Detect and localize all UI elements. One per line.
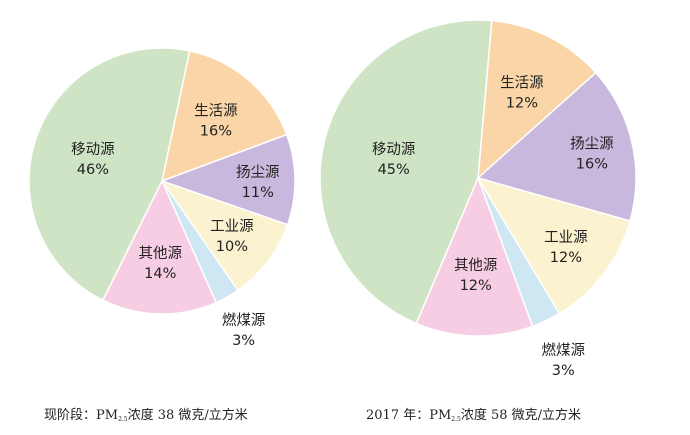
pie-slice-residential <box>477 19 597 180</box>
slice-name-industry: 工业源 <box>210 218 254 235</box>
slice-value-other: 12% <box>460 278 492 294</box>
slice-name-residential: 生活源 <box>194 103 238 120</box>
pie-slice-dust <box>159 133 296 226</box>
slice-value-coal: 3% <box>552 363 575 379</box>
slice-value-other: 14% <box>144 266 176 282</box>
slice-value-mobile: 46% <box>77 162 109 178</box>
slice-name-other: 其他源 <box>139 245 183 262</box>
pie-slice-other <box>415 175 534 337</box>
pie-slice-residential <box>160 50 288 183</box>
caption-current: 现阶段：PM2.5浓度 38 微克/立方米 <box>44 407 248 423</box>
caption-2017: 2017 年：PM2.5浓度 58 微克/立方米 <box>366 407 581 423</box>
slice-value-coal: 3% <box>232 333 255 349</box>
slice-value-mobile: 45% <box>378 162 410 178</box>
slice-value-residential: 16% <box>200 124 232 140</box>
slice-name-mobile: 移动源 <box>71 141 115 158</box>
slice-name-other: 其他源 <box>454 257 498 274</box>
slice-value-dust: 11% <box>242 185 274 201</box>
slice-name-residential: 生活源 <box>500 74 544 91</box>
slice-name-mobile: 移动源 <box>372 141 416 158</box>
slice-value-industry: 12% <box>550 250 582 266</box>
slice-value-industry: 10% <box>216 239 248 255</box>
pie-slice-other <box>101 179 218 315</box>
slice-value-dust: 16% <box>576 157 608 173</box>
slice-name-industry: 工业源 <box>544 229 588 246</box>
pie-slice-dust <box>476 71 637 222</box>
pie-slice-mobile <box>28 47 191 302</box>
pie-chart-current: 生活源 16% 扬尘源 11% 工业源 10% 燃煤源 3% 其他源 14% 移动源 46% <box>28 47 296 349</box>
slice-name-coal: 燃煤源 <box>222 311 266 329</box>
slice-name-dust: 扬尘源 <box>236 164 280 181</box>
pie-slice-industry <box>476 176 631 315</box>
pie-slice-industry <box>160 179 289 292</box>
slice-name-dust: 扬尘源 <box>570 136 614 153</box>
slice-name-coal: 燃煤源 <box>542 341 586 359</box>
pie-chart-2017: 生活源 12% 扬尘源 16% 工业源 12% 燃煤源 3% 其他源 12% 移动源 45% <box>319 19 637 379</box>
slice-value-residential: 12% <box>506 95 538 111</box>
pie-slice-mobile <box>319 19 493 325</box>
